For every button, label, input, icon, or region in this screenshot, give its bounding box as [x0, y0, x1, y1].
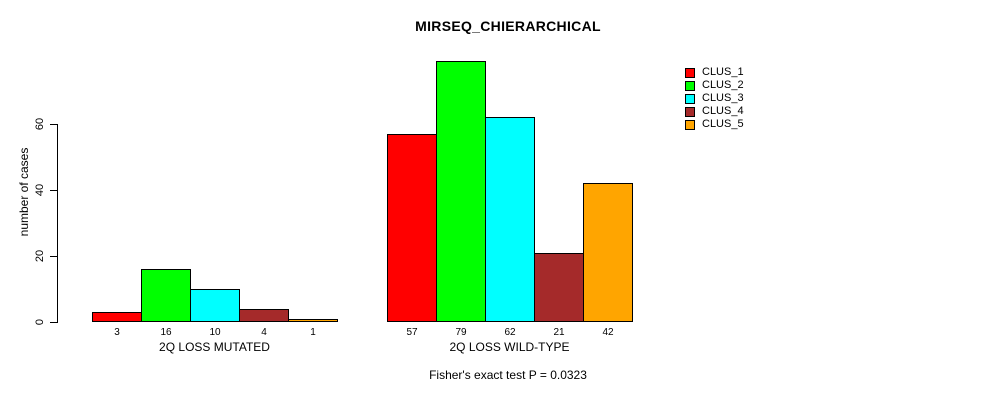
bar-value-label: 79: [455, 327, 467, 338]
bar-clus_2-mutated: [141, 269, 191, 322]
bar-clus_3-mutated: [190, 289, 240, 322]
bar-value-label: 42: [602, 327, 614, 338]
legend-item-label: CLUS_1: [702, 66, 744, 78]
bar-value-label: 4: [261, 327, 267, 338]
y-tick: [50, 124, 57, 125]
bar-value-label: 10: [209, 327, 221, 338]
bar-clus_1-wildtype: [387, 134, 437, 322]
bar-clus_5-mutated: [288, 319, 338, 322]
bar-clus_2-wildtype: [436, 61, 486, 322]
legend-item-label: CLUS_2: [702, 79, 744, 91]
legend-item-label: CLUS_3: [702, 92, 744, 104]
y-tick-label: 40: [34, 183, 46, 197]
bar-clus_1-mutated: [92, 312, 142, 322]
legend-swatch: [685, 67, 695, 78]
chart-title: MIRSEQ_CHIERARCHICAL: [415, 18, 601, 34]
legend-swatch: [685, 106, 695, 117]
y-axis-line: [57, 124, 58, 323]
y-tick-label: 60: [34, 117, 46, 131]
legend-item: CLUS_1: [685, 66, 744, 79]
legend-swatch: [685, 93, 695, 104]
bar-value-label: 16: [160, 327, 172, 338]
legend-item: CLUS_4: [685, 105, 744, 118]
bar-value-label: 21: [553, 327, 565, 338]
bar-value-label: 57: [406, 327, 418, 338]
legend-item: CLUS_2: [685, 79, 744, 92]
x-group-label-wildtype: 2Q LOSS WILD-TYPE: [449, 340, 570, 354]
bar-value-label: 3: [114, 327, 120, 338]
legend-item-label: CLUS_5: [702, 118, 744, 130]
x-group-label-mutated: 2Q LOSS MUTATED: [159, 340, 270, 354]
y-tick: [50, 322, 57, 323]
bar-clus_4-mutated: [239, 309, 289, 322]
annotation-text: Fisher's exact test P = 0.0323: [429, 368, 587, 382]
bar-clus_5-wildtype: [583, 183, 633, 322]
y-axis-label: number of cases: [17, 147, 31, 237]
y-tick: [50, 256, 57, 257]
bar-clus_4-wildtype: [534, 253, 584, 322]
bar-clus_3-wildtype: [485, 117, 535, 322]
y-tick: [50, 190, 57, 191]
legend-item: CLUS_5: [685, 118, 744, 131]
legend-item-label: CLUS_4: [702, 105, 744, 117]
y-tick-label: 0: [34, 318, 46, 326]
legend-swatch: [685, 80, 695, 91]
legend-swatch: [685, 119, 695, 130]
legend: CLUS_1 CLUS_2 CLUS_3 CLUS_4 CLUS_5: [685, 66, 744, 131]
legend-item: CLUS_3: [685, 92, 744, 105]
bar-value-label: 1: [310, 327, 316, 338]
y-tick-label: 20: [34, 249, 46, 263]
bar-value-label: 62: [504, 327, 516, 338]
